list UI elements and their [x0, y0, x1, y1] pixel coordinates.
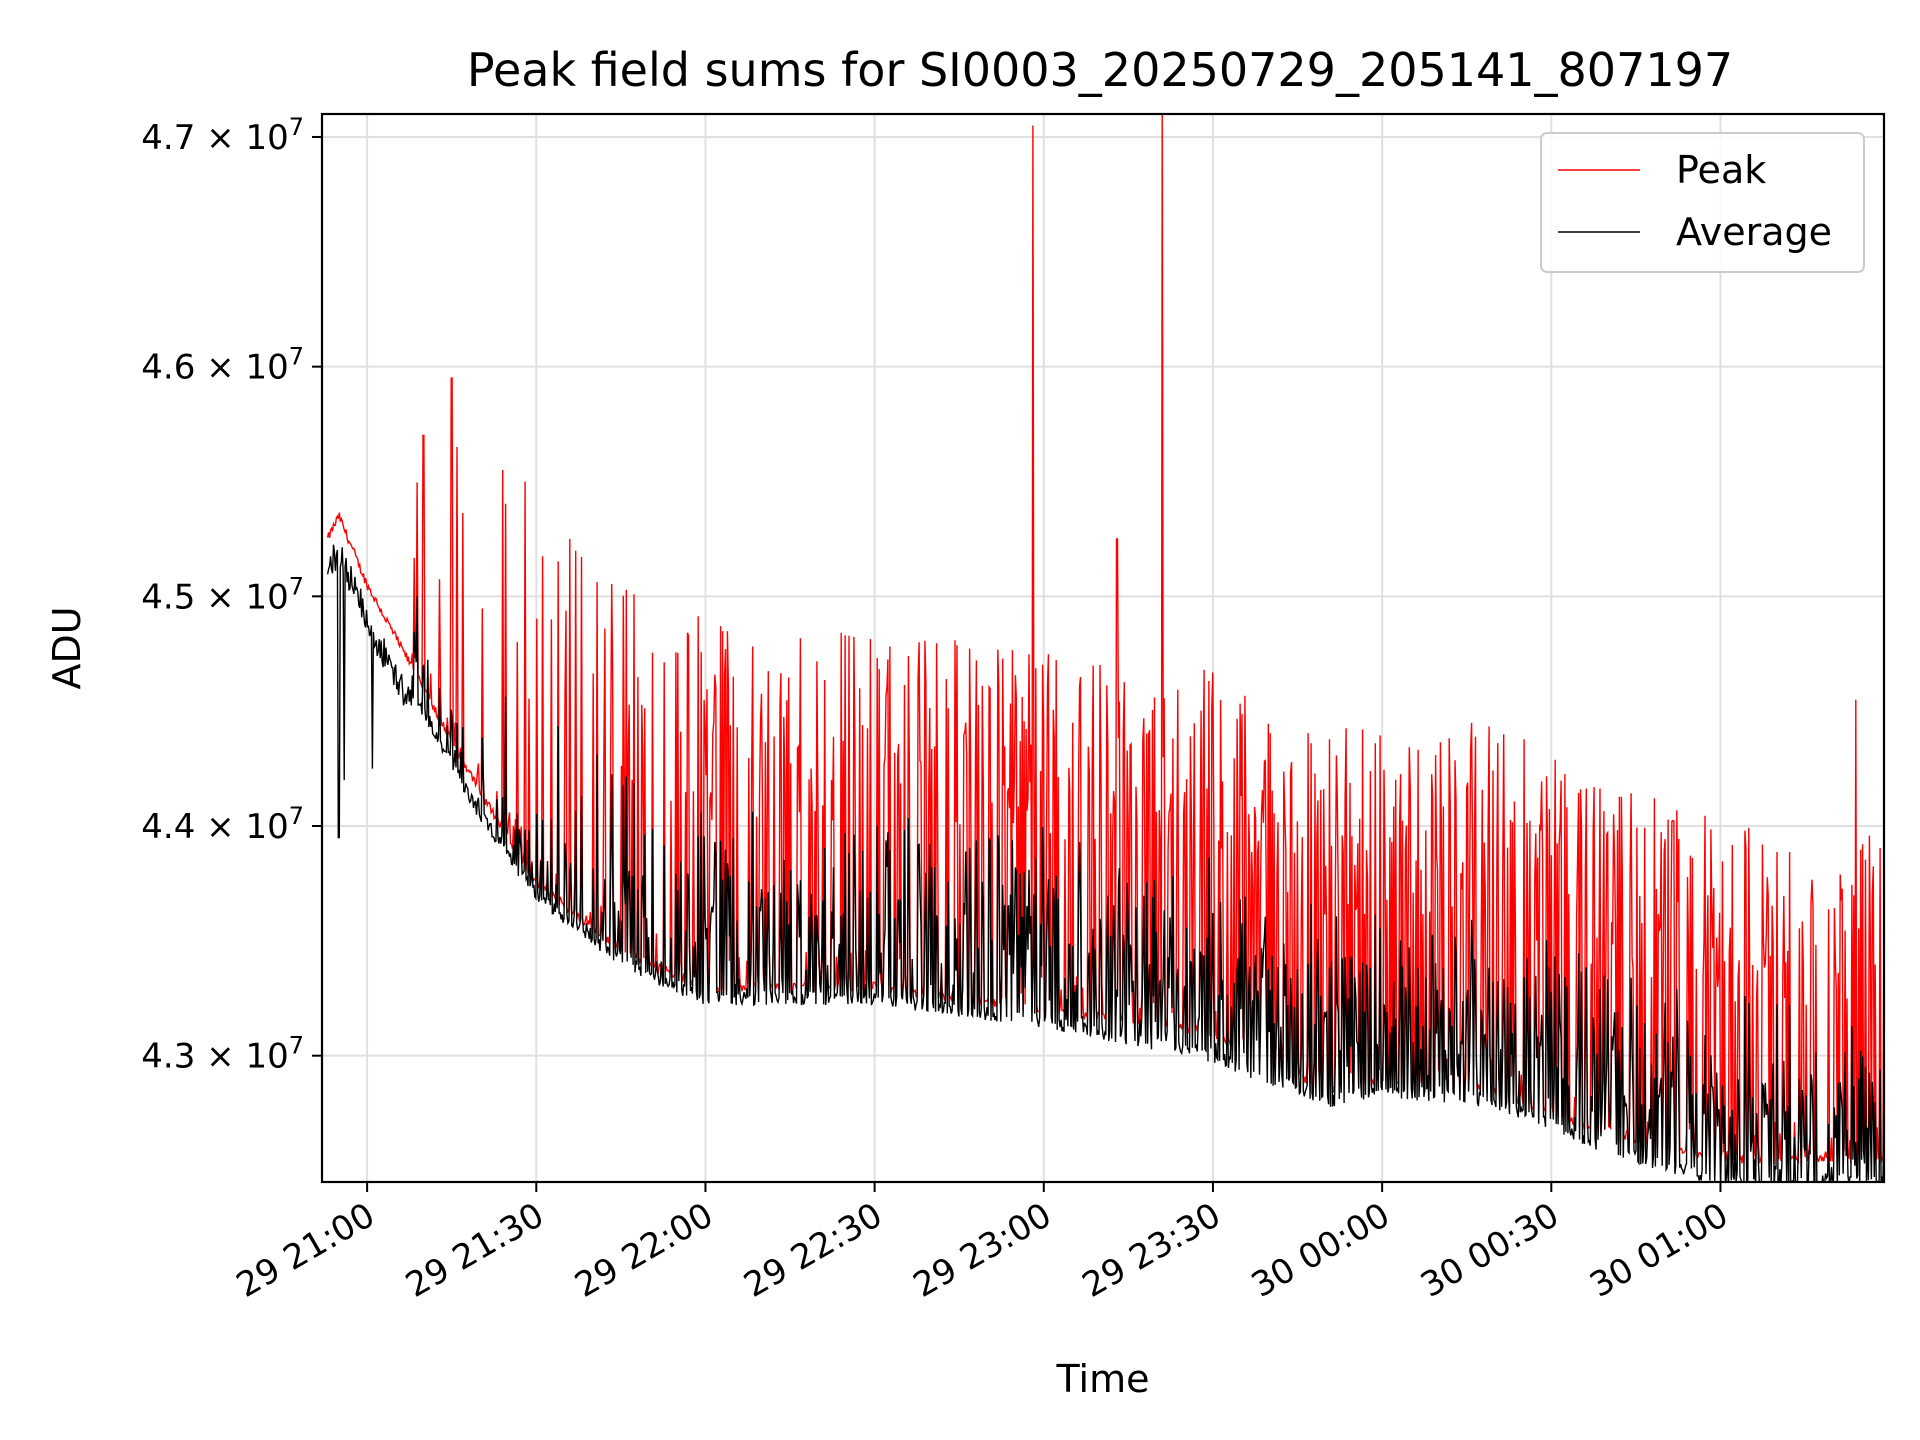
x-axis-label: Time	[1056, 1357, 1150, 1401]
y-tick-label: 4.5 × 107	[141, 572, 304, 617]
legend-box	[1540, 132, 1865, 273]
series-line-average	[326, 544, 1884, 1182]
y-axis-label: ADU	[45, 606, 89, 689]
y-tick-label: 4.6 × 107	[141, 343, 304, 388]
legend-label-peak: Peak	[1676, 148, 1766, 192]
y-tick-label: 4.4 × 107	[141, 802, 304, 847]
legend: Peak Average	[1540, 132, 1865, 273]
series-lines	[326, 114, 1884, 1182]
plot-frame	[320, 112, 1886, 1184]
y-tick-label: 4.3 × 107	[141, 1032, 304, 1077]
legend-label-average: Average	[1676, 210, 1832, 254]
y-tick-label: 4.7 × 107	[141, 113, 304, 158]
chart-title: Peak field sums for SI0003_20250729_2051…	[467, 43, 1733, 97]
y-axis: 4.3 × 107 4.4 × 107 4.5 × 107 4.6 × 107 4.7 …	[141, 113, 322, 1077]
